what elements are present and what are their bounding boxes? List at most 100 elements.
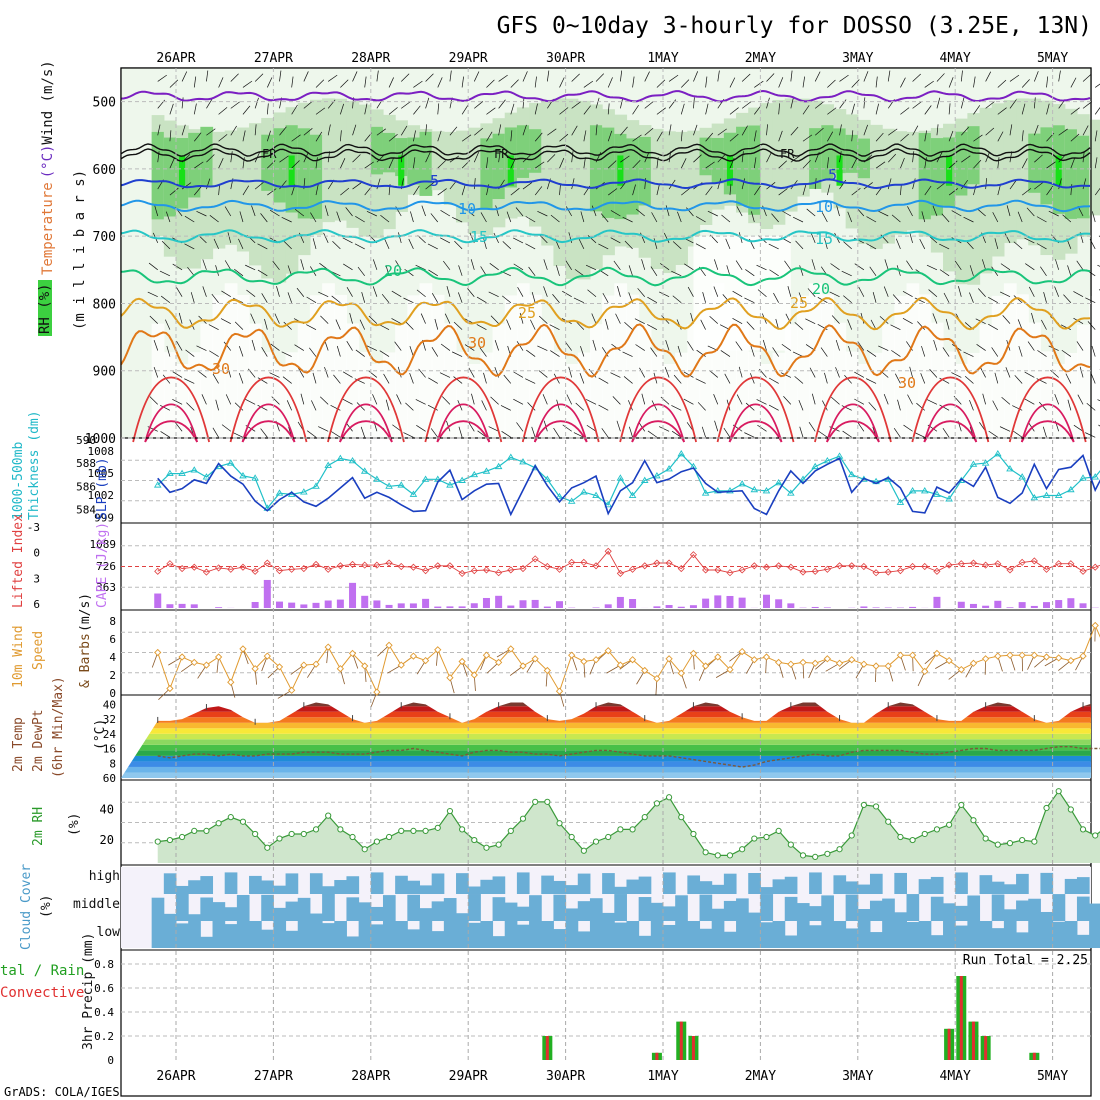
wind10-barb xyxy=(815,658,828,670)
wind-barb xyxy=(227,366,232,378)
rh-dry-cell xyxy=(943,351,956,438)
wind-barb xyxy=(668,99,677,109)
wind-barb xyxy=(1037,350,1047,357)
wind-barb xyxy=(1046,103,1050,115)
temp-band xyxy=(121,739,1091,745)
wind10-point xyxy=(1030,651,1038,659)
cloud-cell xyxy=(869,900,883,921)
wind-barb xyxy=(900,107,910,115)
wind10-barb xyxy=(715,669,731,678)
wind-barb xyxy=(246,289,256,298)
cloud-cell xyxy=(918,921,932,948)
rh2m-point xyxy=(203,827,210,835)
rh-dry-cell xyxy=(200,323,214,438)
wind-barb xyxy=(1006,205,1011,217)
wind-barb xyxy=(778,77,784,88)
rh-dry-cell xyxy=(1052,363,1066,438)
rh-dry-cell xyxy=(297,323,311,438)
cloud-cell xyxy=(1064,878,1078,894)
rh2m-point xyxy=(227,814,234,821)
thickness-point xyxy=(1030,493,1039,501)
cloud-cell xyxy=(918,879,932,894)
cloud-cell xyxy=(176,885,189,894)
lifted-point xyxy=(702,566,710,574)
wind-barb xyxy=(566,394,573,405)
wind-barb xyxy=(380,214,390,223)
wind10-point xyxy=(373,688,381,696)
wind-barb xyxy=(202,286,207,297)
wind-barb xyxy=(1070,107,1080,115)
wind-barb xyxy=(498,99,506,109)
wind-barb xyxy=(992,400,999,411)
wind-barb xyxy=(721,214,731,223)
wind-barb xyxy=(620,155,630,163)
rh-dry-cell xyxy=(1064,353,1078,438)
wind10-point xyxy=(519,662,527,670)
cloud-cell xyxy=(163,913,177,921)
cloud-cell xyxy=(456,921,469,948)
wind-barb xyxy=(212,373,219,384)
rh2m-point xyxy=(1055,788,1062,795)
wind-barb xyxy=(680,158,687,169)
wind10-barb xyxy=(416,660,426,675)
wind-barb xyxy=(453,321,463,330)
cloud-cell xyxy=(224,907,238,921)
cloud-cell xyxy=(626,921,640,948)
date-label-bottom: 29APR xyxy=(449,1069,488,1084)
rh2m-point xyxy=(702,849,709,856)
wind-barb xyxy=(379,324,390,330)
rh2m-point xyxy=(252,830,259,838)
wind-barb xyxy=(671,405,682,411)
wind-barb xyxy=(291,104,298,115)
wind-barb xyxy=(1036,243,1047,250)
wind-barb xyxy=(671,430,682,438)
slp-line xyxy=(157,454,1100,517)
wind-barb xyxy=(1054,286,1060,297)
cloud-cell xyxy=(273,921,287,948)
rh-dark-cell xyxy=(589,125,603,212)
wind-barb xyxy=(999,426,1011,432)
cloud-cell xyxy=(1052,894,1066,921)
cloud-cell xyxy=(1003,909,1017,921)
date-label-bottom: 5MAY xyxy=(1037,1069,1068,1084)
wind-barb xyxy=(824,238,828,250)
wind-barb xyxy=(257,377,268,384)
wind-barb xyxy=(841,270,852,277)
precip-tick: 0.4 xyxy=(94,1006,114,1019)
hot-contour xyxy=(533,403,588,443)
rh-dry-cell xyxy=(869,352,883,438)
wind-barb xyxy=(854,398,865,405)
wind-barb xyxy=(783,396,792,405)
rh-mid-cell xyxy=(857,119,871,244)
wind-barb xyxy=(778,103,780,115)
wind10-barb xyxy=(729,651,743,662)
rh-dry-cell xyxy=(407,295,421,438)
wind-barb xyxy=(1014,375,1023,384)
wind-barb xyxy=(1067,399,1072,411)
wind-barb xyxy=(359,319,366,330)
wind-barb xyxy=(513,398,524,405)
rh-saturated-cell xyxy=(179,155,186,186)
wind10-barb xyxy=(636,670,646,685)
wind-barb xyxy=(571,125,578,136)
wind-barb xyxy=(744,297,755,304)
cloud-cell xyxy=(663,906,676,921)
cloud-cell xyxy=(431,931,445,948)
wind-barb xyxy=(413,157,416,169)
wind-barb xyxy=(878,210,889,217)
rh2m-point xyxy=(349,833,356,841)
rh2m-point xyxy=(544,798,551,805)
wind-barb xyxy=(924,80,934,88)
thickness-line xyxy=(157,452,1100,510)
wind-barb xyxy=(787,286,792,297)
wind-barb xyxy=(1055,259,1060,270)
wind-barb xyxy=(831,315,840,324)
cloud-cell xyxy=(346,936,360,948)
rh-dark-cell xyxy=(821,125,835,179)
rh2m-point xyxy=(556,820,563,827)
wind10-barb xyxy=(387,664,402,674)
wind-barb xyxy=(1073,424,1084,432)
wind-barb xyxy=(181,124,186,136)
wind-barb xyxy=(799,265,804,276)
wind-barb xyxy=(212,427,219,438)
